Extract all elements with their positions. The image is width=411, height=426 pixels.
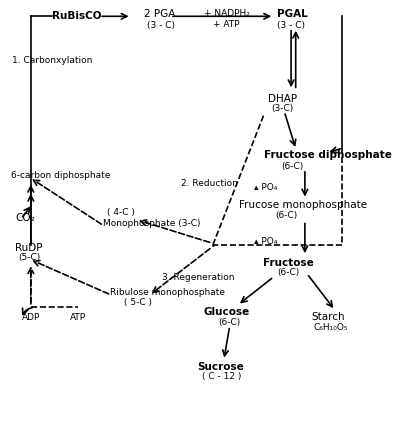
Text: (3-C): (3-C): [271, 104, 293, 113]
Text: (6-C): (6-C): [281, 162, 303, 171]
Text: 2. Reduction: 2. Reduction: [181, 178, 238, 188]
Text: Starch: Starch: [311, 312, 345, 322]
Text: + NADPH₂: + NADPH₂: [204, 9, 249, 18]
Text: Monophosphate (3-C): Monophosphate (3-C): [103, 219, 200, 228]
Text: ( 4-C ): ( 4-C ): [107, 208, 135, 218]
Text: (3 - C): (3 - C): [277, 21, 305, 30]
Text: CO₂: CO₂: [15, 213, 35, 223]
Text: RuBisCO: RuBisCO: [52, 12, 102, 21]
Text: Ribulose monophosphate: Ribulose monophosphate: [110, 288, 225, 297]
Text: C₆H₁₀O₅: C₆H₁₀O₅: [314, 323, 348, 332]
Text: RuDP: RuDP: [15, 243, 43, 253]
Text: 3. Regeneration: 3. Regeneration: [162, 273, 235, 282]
Text: ADP: ADP: [22, 313, 40, 322]
Text: Glucose: Glucose: [203, 307, 250, 317]
Text: 2 PGA: 2 PGA: [144, 9, 175, 19]
Text: PGAL: PGAL: [277, 9, 308, 19]
Text: + ATP: + ATP: [213, 20, 240, 29]
Text: ( 5-C ): ( 5-C ): [123, 298, 152, 307]
Text: 6-carbon diphosphate: 6-carbon diphosphate: [11, 171, 110, 180]
Text: (6-C): (6-C): [275, 211, 298, 221]
Text: Fructose diphosphate: Fructose diphosphate: [263, 150, 391, 160]
Text: Fructose: Fructose: [263, 258, 314, 268]
Text: Sucrose: Sucrose: [197, 362, 244, 372]
Text: 1. Carbonxylation: 1. Carbonxylation: [12, 57, 93, 66]
Text: (6-C): (6-C): [218, 318, 240, 327]
Text: ▴ PO₄: ▴ PO₄: [254, 183, 278, 192]
Text: (3 - C): (3 - C): [147, 21, 175, 30]
Text: (5-C): (5-C): [18, 253, 40, 262]
Text: (6-C): (6-C): [277, 268, 300, 277]
Text: Frucose monophosphate: Frucose monophosphate: [239, 200, 367, 210]
Text: ▴ PO₄: ▴ PO₄: [254, 237, 278, 246]
Text: DHAP: DHAP: [268, 94, 297, 104]
Text: ( C - 12 ): ( C - 12 ): [203, 372, 242, 381]
Text: ATP: ATP: [70, 313, 86, 322]
